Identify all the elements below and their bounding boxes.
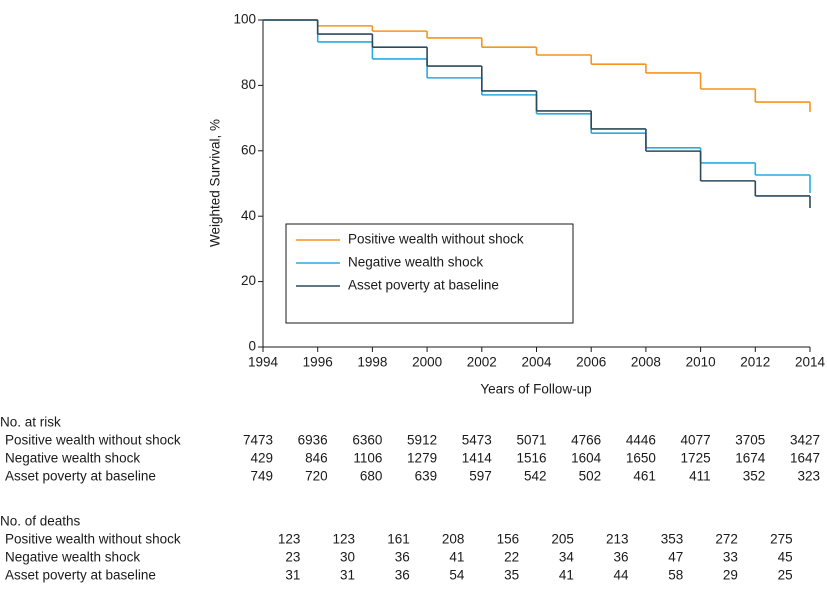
table-value: 6360 [352,433,382,448]
table-value: 353 [661,532,684,547]
table-value: 272 [715,532,738,547]
table-value: 31 [285,568,300,583]
row-label: Positive wealth without shock [5,532,181,547]
table-value: 208 [442,532,465,547]
table-value: 1414 [462,451,493,466]
table-value: 213 [606,532,629,547]
table-value: 30 [340,550,355,565]
table-value: 1516 [516,451,546,466]
table-value: 323 [797,469,820,484]
y-tick-label: 0 [248,339,256,354]
y-tick-label: 80 [241,77,256,92]
table-value: 41 [559,568,574,583]
table-value: 31 [340,568,355,583]
table-value: 1725 [681,451,711,466]
row-label: Asset poverty at baseline [5,568,156,583]
table-value: 58 [668,568,683,583]
table-value: 33 [723,550,738,565]
table-value: 502 [579,469,602,484]
table-value: 461 [633,469,656,484]
table-value: 3427 [790,433,820,448]
y-tick-label: 60 [241,142,256,157]
x-tick-label: 1994 [248,355,279,370]
table-value: 1279 [407,451,437,466]
table-value: 45 [778,550,793,565]
x-tick-label: 2008 [631,355,661,370]
table-value: 5912 [407,433,437,448]
row-label: Positive wealth without shock [5,433,181,448]
table-value: 542 [524,469,547,484]
table-value: 1674 [735,451,766,466]
table-value: 47 [668,550,683,565]
table-value: 1650 [626,451,656,466]
table-value: 275 [770,532,793,547]
table-value: 4077 [681,433,711,448]
table-value: 4766 [571,433,601,448]
x-tick-label: 2000 [412,355,442,370]
legend-label: Negative wealth shock [348,255,483,270]
table-value: 5473 [462,433,492,448]
table-value: 36 [395,568,410,583]
x-tick-label: 2014 [795,355,826,370]
y-axis-title: Weighted Survival, % [208,119,223,247]
table-value: 749 [250,469,273,484]
table-value: 205 [551,532,574,547]
table-value: 720 [305,469,328,484]
table-value: 36 [395,550,410,565]
table-value: 23 [285,550,300,565]
table-value: 44 [614,568,630,583]
table-value: 25 [778,568,793,583]
table-value: 123 [333,532,356,547]
y-tick-label: 20 [241,273,256,288]
x-axis-title: Years of Follow-up [480,382,591,397]
y-tick-label: 40 [241,208,256,223]
table-value: 4446 [626,433,656,448]
table-value: 29 [723,568,738,583]
table-value: 411 [689,469,711,484]
row-label: Negative wealth shock [5,451,140,466]
table-title: No. of deaths [0,514,81,529]
table-value: 1106 [353,451,382,466]
table-value: 846 [305,451,328,466]
row-label: Asset poverty at baseline [5,469,156,484]
legend-label: Asset poverty at baseline [348,278,499,293]
table-value: 41 [449,550,464,565]
table-title: No. at risk [0,415,61,430]
x-tick-label: 2006 [576,355,606,370]
x-tick-label: 1996 [303,355,333,370]
table-value: 34 [559,550,575,565]
x-tick-label: 2002 [467,355,497,370]
table-value: 123 [278,532,301,547]
table-value: 1604 [571,451,602,466]
table-value: 35 [504,568,519,583]
table-value: 22 [504,550,519,565]
x-tick-label: 2012 [740,355,770,370]
x-tick-label: 1998 [357,355,387,370]
legend-label: Positive wealth without shock [348,232,524,247]
table-value: 597 [469,469,492,484]
row-label: Negative wealth shock [5,550,140,565]
table-value: 36 [614,550,629,565]
x-tick-label: 2010 [686,355,716,370]
table-value: 3705 [735,433,765,448]
table-value: 7473 [243,433,273,448]
table-value: 429 [250,451,273,466]
table-value: 5071 [516,433,546,448]
table-value: 639 [415,469,438,484]
table-value: 352 [743,469,766,484]
table-value: 156 [497,532,520,547]
table-value: 54 [449,568,465,583]
y-tick-label: 100 [233,12,256,27]
table-value: 6936 [298,433,328,448]
table-value: 161 [387,532,410,547]
table-value: 680 [360,469,383,484]
table-value: 1647 [790,451,820,466]
x-tick-label: 2004 [521,355,552,370]
